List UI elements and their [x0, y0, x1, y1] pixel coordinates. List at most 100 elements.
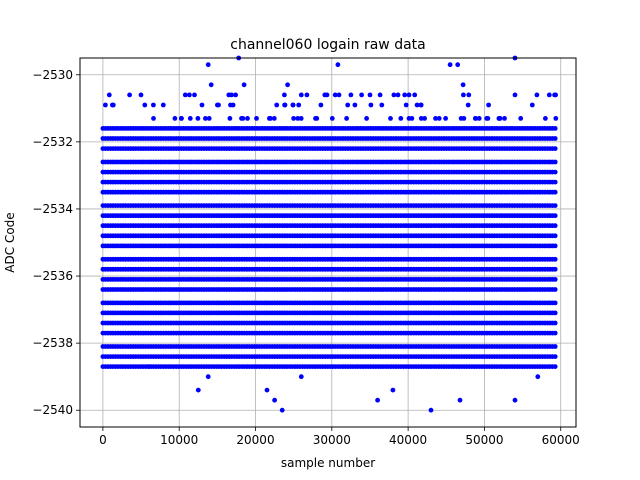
x-tick-label: 40000 [389, 433, 427, 447]
data-point [304, 92, 310, 98]
data-point [402, 92, 408, 98]
y-tick-label: −2534 [32, 202, 73, 216]
data-point [160, 102, 166, 108]
data-points [100, 55, 559, 413]
data-point [233, 92, 239, 98]
data-point [274, 102, 280, 108]
data-point [364, 116, 369, 121]
data-point [466, 92, 472, 98]
data-point [552, 320, 558, 326]
data-point [390, 387, 396, 393]
data-point [151, 116, 156, 121]
data-point [476, 116, 482, 121]
data-point [332, 92, 338, 98]
x-tick-label: 20000 [236, 433, 274, 447]
data-point [199, 102, 205, 108]
x-axis-label: sample number [281, 456, 375, 470]
data-point [344, 116, 349, 121]
data-point [106, 92, 112, 98]
data-point [298, 116, 304, 121]
data-point [245, 116, 250, 121]
data-point [296, 102, 302, 108]
data-point [418, 102, 424, 108]
x-tick-label: 0 [99, 433, 107, 447]
data-point [552, 189, 558, 195]
data-point [291, 116, 296, 121]
data-point [187, 116, 193, 121]
data-point [195, 116, 201, 121]
data-point [518, 116, 524, 121]
data-point [535, 374, 541, 380]
data-point [433, 116, 438, 121]
data-point [264, 387, 270, 393]
data-point [295, 116, 301, 121]
data-point [465, 102, 471, 108]
data-point [290, 102, 296, 108]
data-point [552, 159, 558, 165]
data-point [552, 213, 558, 219]
data-point [151, 102, 156, 108]
data-point [552, 136, 558, 141]
data-point [552, 310, 558, 316]
data-point [447, 62, 453, 68]
data-point [455, 62, 461, 68]
data-point [502, 116, 507, 121]
data-point [138, 92, 144, 98]
data-point [345, 102, 351, 108]
data-point [172, 116, 178, 121]
data-point [282, 92, 287, 98]
data-point [348, 92, 354, 98]
data-point [414, 102, 420, 108]
data-point [208, 82, 214, 88]
data-point [552, 256, 558, 262]
data-point [403, 102, 409, 108]
data-point [298, 374, 304, 380]
data-point [285, 82, 290, 88]
data-point [395, 92, 401, 98]
data-point [428, 407, 434, 413]
data-point [335, 62, 341, 68]
data-point [552, 243, 558, 249]
data-point [254, 116, 259, 121]
data-point [368, 102, 374, 108]
data-point [241, 82, 247, 88]
data-point [391, 92, 397, 98]
y-axis-label: ADC Code [3, 212, 17, 272]
data-point [552, 330, 558, 336]
data-point [127, 92, 132, 98]
data-point [543, 116, 548, 121]
data-point [324, 92, 330, 98]
data-point [227, 116, 233, 121]
data-point [497, 116, 503, 121]
data-point [552, 344, 558, 349]
data-point [552, 300, 558, 306]
data-point [179, 116, 184, 121]
data-point [552, 277, 558, 282]
data-point [205, 62, 211, 68]
chart-title: channel060 logain raw data [230, 37, 425, 53]
data-point [359, 92, 364, 98]
axis-ticks: 0 10000 20000 30000 40000 50000 60000 −2540 −253… [32, 68, 579, 447]
data-point [457, 397, 463, 403]
data-point [388, 116, 393, 121]
data-point [205, 374, 211, 380]
data-point [552, 223, 558, 229]
data-point [552, 92, 557, 98]
data-point [318, 102, 324, 108]
data-point [226, 92, 232, 98]
data-point [240, 116, 246, 121]
data-point [534, 92, 540, 98]
data-point [352, 102, 358, 108]
plot-area-frame [79, 57, 577, 428]
data-point [552, 364, 558, 369]
data-point [552, 169, 558, 175]
data-point [512, 397, 518, 403]
data-point [272, 397, 277, 403]
data-point [552, 354, 558, 359]
data-point [279, 407, 285, 413]
y-tick-label: −2532 [32, 135, 73, 149]
x-tick-label: 30000 [313, 433, 351, 447]
data-point [313, 116, 318, 121]
